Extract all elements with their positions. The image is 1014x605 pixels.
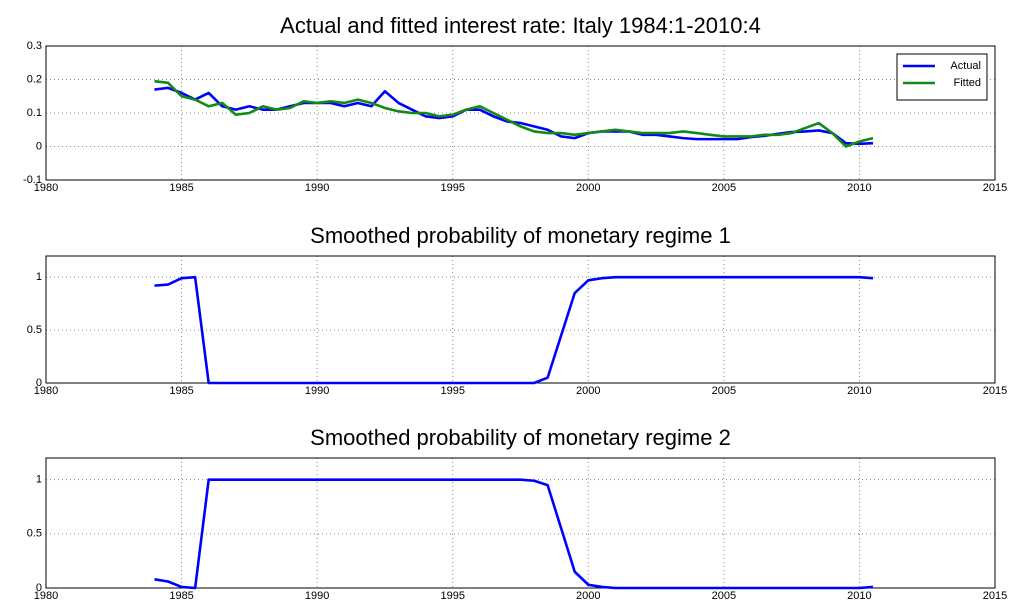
legend-box [896,53,988,101]
x-tick-label: 2000 [576,385,600,397]
chart-title: Smoothed probability of monetary regime … [310,425,731,450]
axes-background [46,256,995,383]
data-line [154,275,874,385]
x-tick-label: 2010 [847,182,871,194]
axes-frame [45,45,996,181]
y-tick-label: 0 [36,582,42,594]
x-tick-label: 1990 [305,182,329,194]
x-tick-label: 1995 [440,385,464,397]
y-tick-label: -0.1 [23,174,42,186]
chart-title: Smoothed probability of monetary regime … [310,223,731,248]
y-tick-label: 1 [36,474,42,486]
x-tick-label: 2005 [712,385,736,397]
x-tick-label: 2005 [712,590,736,602]
x-tick-label: 1980 [34,385,58,397]
y-tick-label: 0.1 [27,107,42,119]
data-line [154,478,874,590]
x-tick-label: 2015 [983,590,1007,602]
y-tick-label: 0 [36,377,42,389]
legend-label: Fitted [953,77,981,89]
x-tick-label: 1990 [305,385,329,397]
x-tick-label: 2010 [847,590,871,602]
axes-background [46,458,995,588]
y-tick-label: 1 [36,271,42,283]
x-tick-label: 2015 [983,182,1007,194]
x-tick-label: 2005 [712,182,736,194]
x-tick-label: 1985 [169,590,193,602]
y-tick-label: 0.5 [27,528,42,540]
axes-background [46,46,995,180]
y-tick-label: 0.5 [27,324,42,336]
legend-label: Actual [950,60,981,72]
x-tick-label: 2010 [847,385,871,397]
x-tick-label: 1980 [34,182,58,194]
y-tick-label: 0.3 [27,40,42,52]
y-tick-label: 0 [36,140,42,152]
x-tick-label: 1990 [305,590,329,602]
x-tick-label: 1995 [440,590,464,602]
x-tick-label: 2000 [576,182,600,194]
data-line [154,79,874,148]
x-tick-label: 2015 [983,385,1007,397]
x-tick-label: 1995 [440,182,464,194]
x-tick-label: 1980 [34,590,58,602]
y-tick-label: 0.2 [27,73,42,85]
axes-frame [45,457,996,589]
x-tick-label: 1985 [169,385,193,397]
x-tick-label: 2000 [576,590,600,602]
chart-title: Actual and fitted interest rate: Italy 1… [280,13,761,38]
x-tick-label: 1985 [169,182,193,194]
